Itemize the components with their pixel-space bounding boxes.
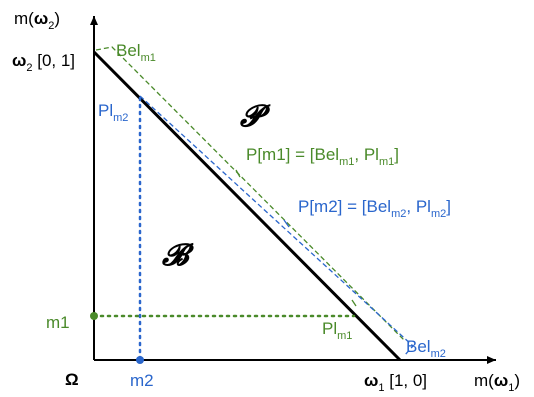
origin-label: Ω <box>65 370 79 389</box>
pl-m2-label: Plm2 <box>98 101 128 124</box>
x-axis-label: m(ω1) <box>474 371 520 394</box>
interval-m1-tick-bottom <box>351 299 357 307</box>
vertex-omega2-label: ω2 [0, 1] <box>12 51 75 74</box>
m2-label: m2 <box>130 371 154 390</box>
vertex-omega1-label: ω1 [1, 0] <box>364 371 427 394</box>
interval-m2-dashed <box>139 95 414 357</box>
y-axis-label: m(ω2) <box>14 9 60 32</box>
p-m2-interval-label: P[m2] = [Belm2, Plm2] <box>298 197 451 220</box>
pl-m1-label: Plm1 <box>322 319 352 342</box>
region-b-label: 𝓑 <box>161 238 195 273</box>
m1-point <box>90 312 98 320</box>
interval-m1-dashed <box>95 46 405 341</box>
m2-point <box>136 356 144 364</box>
bel-m2-label: Belm2 <box>406 337 446 360</box>
interval-m1-tick-top <box>235 169 241 178</box>
m1-label: m1 <box>46 313 70 332</box>
bel-m1-label: Belm1 <box>116 41 156 64</box>
probability-simplex-edge <box>92 50 402 362</box>
p-m1-interval-label: P[m1] = [Belm1, Plm1] <box>246 145 399 168</box>
region-p-label: 𝓟 <box>240 99 271 134</box>
interval-m2-tick <box>283 219 290 228</box>
